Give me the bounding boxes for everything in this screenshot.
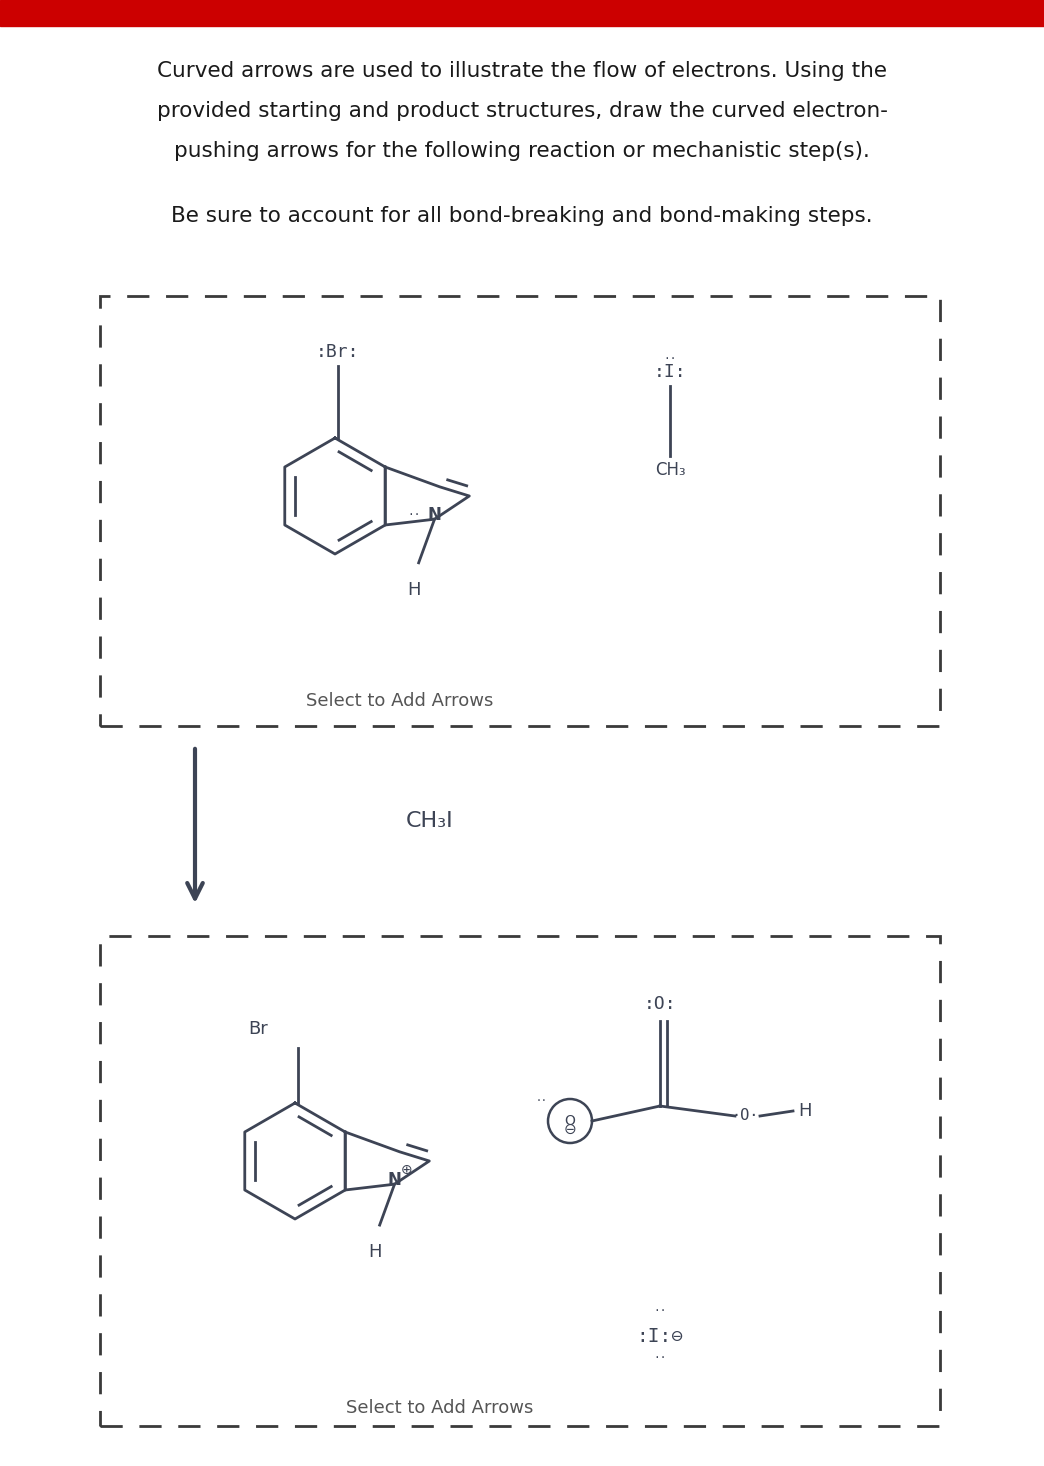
Text: ··: ·· (654, 1353, 667, 1363)
Text: Be sure to account for all bond-breaking and bond-making steps.: Be sure to account for all bond-breaking… (171, 207, 873, 226)
Text: :O:: :O: (644, 995, 677, 1013)
Text: N: N (387, 1171, 402, 1189)
Text: H: H (367, 1243, 381, 1261)
Text: CH₃I: CH₃I (406, 811, 454, 831)
Text: CH₃: CH₃ (655, 460, 685, 479)
Bar (0, 0, 1044, 26)
Text: pushing arrows for the following reaction or mechanistic step(s).: pushing arrows for the following reactio… (174, 141, 870, 161)
Text: Select to Add Arrows: Select to Add Arrows (347, 1399, 533, 1418)
Text: ·O·: ·O· (731, 1108, 759, 1123)
Text: O: O (565, 1114, 575, 1127)
Text: H: H (799, 1102, 812, 1120)
Text: Br: Br (248, 1020, 268, 1038)
Text: N: N (428, 506, 442, 525)
Text: Curved arrows are used to illustrate the flow of electrons. Using the: Curved arrows are used to illustrate the… (157, 62, 887, 81)
Text: :I:⊖: :I:⊖ (637, 1327, 684, 1346)
Text: Select to Add Arrows: Select to Add Arrows (306, 692, 494, 710)
Text: provided starting and product structures, draw the curved electron-: provided starting and product structures… (157, 101, 887, 122)
Text: ··: ·· (654, 1306, 667, 1316)
Text: :I:: :I: (654, 364, 686, 381)
Text: ··: ·· (663, 353, 677, 364)
Text: ··: ·· (537, 1097, 548, 1105)
Text: ⊖: ⊖ (564, 1121, 576, 1136)
Text: ··: ·· (407, 510, 421, 520)
Text: H: H (407, 581, 421, 598)
Text: ⊕: ⊕ (401, 1163, 412, 1177)
Text: :Br:: :Br: (316, 343, 360, 361)
